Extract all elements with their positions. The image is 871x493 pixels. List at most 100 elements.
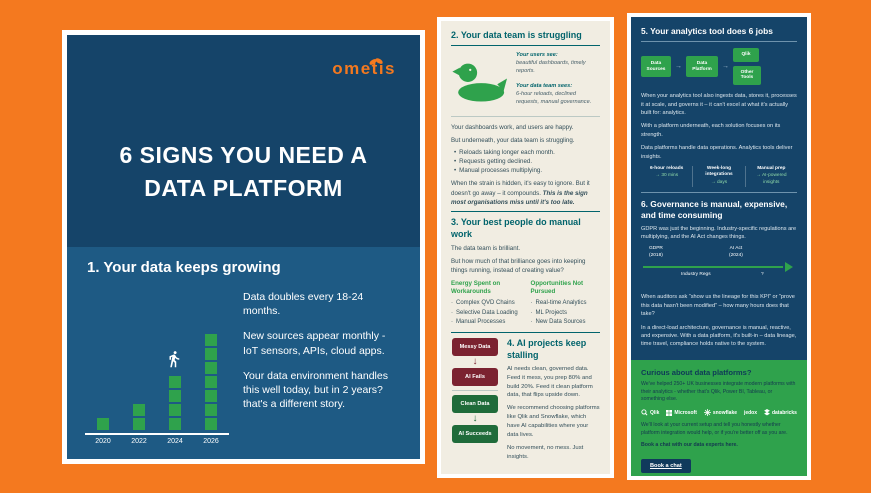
paragraph: With a platform underneath, each solutio… (641, 123, 781, 138)
list-item: · Real-time Analytics (531, 299, 601, 308)
warning-text: When the strain is hidden, it's easy to … (451, 180, 590, 197)
list-item: • Manual processes multiplying. (454, 166, 600, 175)
section-1-heading: 1. Your data keeps growing (87, 259, 281, 276)
paragraph: In a direct-load architecture, governanc… (641, 324, 797, 348)
leaf-icon (368, 51, 384, 71)
team-sees-note: Your data team sees: 6-hour reloads, dec… (516, 82, 600, 106)
year-label: 2020 (95, 438, 111, 445)
paragraph: Data doubles every 18-24 months. (243, 291, 364, 318)
snowflake-icon (703, 409, 711, 417)
team-sees-label: Your data team sees: (516, 82, 573, 89)
item-text: ML Projects (535, 309, 567, 316)
list-item: · ML Projects (531, 309, 601, 318)
bullet-dot: • (454, 148, 457, 156)
ometis-logo: ometis (332, 58, 396, 79)
timeline-future: ? (761, 272, 764, 278)
paragraph: When your analytics tool also ingests da… (641, 93, 797, 116)
divider (451, 332, 600, 334)
timeline-year: (2018) (649, 252, 663, 258)
paragraph: Your data environment handles this well … (243, 369, 388, 411)
bar-2022 (121, 404, 157, 430)
down-arrow-icon: ↓ (472, 413, 478, 425)
section-4: Messy Data ↓ AI Fails Clean Data ↓ AI Su… (451, 338, 600, 465)
ai-flow-diagram: Messy Data ↓ AI Fails Clean Data ↓ AI Su… (451, 338, 499, 465)
section-3-heading: 3. Your best people do manual work (451, 217, 581, 239)
bar-2026 (193, 334, 229, 430)
databricks-icon (764, 409, 770, 416)
cta-section: Curious about data platforms? We've help… (631, 359, 807, 476)
section-5-heading: 5. Your analytics tool does 6 jobs (641, 26, 773, 36)
section-4-heading: 4. AI projects keep stalling (507, 338, 587, 360)
microsoft-icon (666, 409, 673, 416)
workarounds-title: Energy Spent on Workarounds (451, 279, 501, 296)
bar-block (205, 348, 217, 360)
stat-prep: Manual prep → AI-powered insights (744, 165, 797, 187)
stat-reloads: 6-hour reloads → 30 mins (641, 166, 692, 187)
item-text: Manual Processes (456, 318, 506, 325)
paragraph: The data team is brilliant. (451, 244, 521, 252)
stat-to: → days (710, 179, 728, 185)
bar-block (97, 418, 109, 430)
timeline-label: AI Act (729, 246, 743, 252)
jedox-logo: jedox (744, 410, 757, 416)
opportunities-column: Opportunities Not Pursued · Real-time Ana… (531, 280, 601, 328)
paragraph: No movement, no mess. Just insights. (507, 444, 584, 460)
paragraph: We recommend choosing platforms like Qli… (507, 405, 600, 438)
bullet-dot: • (454, 157, 457, 165)
paragraph: When auditors ask “show us the lineage f… (641, 294, 795, 318)
stat-from: 6-hour reloads (650, 165, 684, 171)
bullet-text: Reloads taking longer each month. (459, 148, 555, 156)
qlik-box: Qlik (733, 47, 759, 62)
list-item: • Requests getting declined. (454, 157, 600, 166)
bullet-dot: · (451, 300, 453, 307)
stat-from: Week-long integrations (705, 165, 733, 178)
timeline-gdpr: GDPR (2018) (649, 246, 663, 258)
main-title: 6 SIGNS YOU NEED A DATA PLATFORM (67, 139, 420, 206)
bullet-dot: · (451, 318, 453, 325)
right-arrow-icon: → (675, 63, 682, 71)
timeline-ai-act: AI Act (2024) (729, 246, 743, 258)
divider (451, 115, 600, 117)
chart-baseline (85, 433, 229, 435)
team-sees-text: 6-hour reloads, declined requests, manua… (516, 90, 592, 105)
main-title-line1: 6 SIGNS YOU NEED A (119, 142, 368, 168)
users-see-text: beautiful dashboards, timely reports. (516, 60, 586, 75)
users-see-label: Your users see: (516, 52, 558, 59)
divider (641, 191, 797, 193)
list-item: · Manual Processes (451, 318, 521, 327)
book-a-chat-button[interactable]: Book a chat (641, 458, 691, 473)
bar-block (133, 418, 145, 430)
paragraph: New sources appear monthly - IoT sensors… (243, 330, 386, 357)
section-1-text: Data doubles every 18-24 months. New sou… (243, 284, 402, 445)
qlik-icon (641, 409, 648, 416)
effort-columns: Energy Spent on Workarounds · Complex QVD… (451, 280, 600, 328)
stat-integrations: Week-long integrations → days (692, 165, 744, 187)
bullet-dot: • (454, 167, 457, 175)
logo-text: databricks (771, 409, 797, 416)
ai-fails-box: AI Fails (452, 368, 498, 387)
panel-signs-5-6-cta: 5. Your analytics tool does 6 jobs Data … (627, 13, 811, 480)
databricks-logo: databricks (764, 409, 797, 416)
growth-bar-chart: 2020 2022 2024 2026 (85, 330, 229, 445)
stat-to: → 30 mins (655, 173, 679, 179)
bullet-dot: · (451, 309, 453, 316)
microsoft-logo: Microsoft (666, 409, 697, 416)
bar-block (169, 376, 181, 388)
duck-illustration-row: Your users see: beautiful dashboards, ti… (451, 51, 600, 112)
paragraph: AI needs clean, governed data. Feed it m… (507, 365, 593, 399)
partner-logos: Qlik Microsoft snowflake jedox databrick… (641, 409, 797, 417)
section-6-heading: 6. Governance is manual, expensive, and … (641, 198, 788, 220)
divider (451, 45, 600, 47)
logo-text: Qlik (650, 409, 660, 416)
walking-person-icon (165, 347, 183, 371)
bar-block (205, 390, 217, 402)
signs-5-6-section: 5. Your analytics tool does 6 jobs Data … (631, 17, 807, 360)
platform-flow-diagram: Data Sources → Data Platform → Qlik Othe… (641, 47, 797, 86)
paragraph: But underneath, your data team is strugg… (451, 137, 575, 145)
opportunities-title: Opportunities Not Pursued (530, 279, 584, 296)
divider (451, 211, 600, 213)
other-tools-box: Other Tools (733, 65, 761, 86)
years-row: 2020 2022 2024 2026 (85, 435, 229, 445)
year-label: 2026 (203, 438, 219, 445)
